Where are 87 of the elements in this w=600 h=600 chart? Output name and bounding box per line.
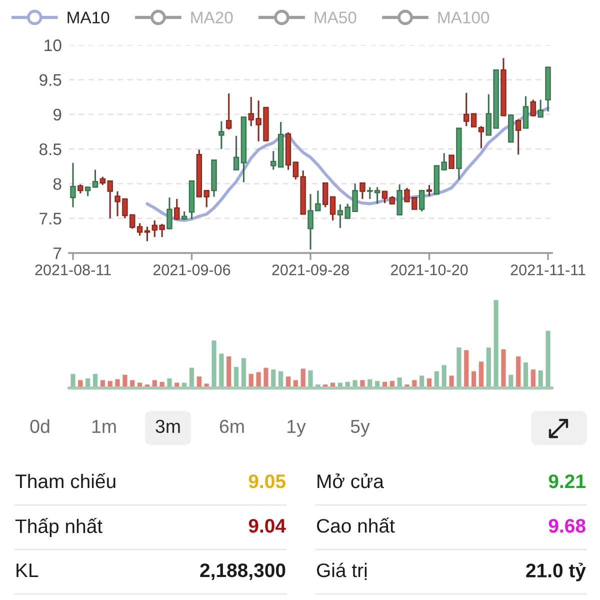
bar (530, 370, 536, 388)
x-tick-label: 2021-09-06 (153, 264, 230, 276)
y-tick-label: 9 (53, 108, 62, 121)
bar (494, 300, 498, 388)
candlestick (426, 184, 432, 197)
y-tick-label: 8.5 (40, 143, 62, 156)
candlestick (92, 169, 98, 188)
candlestick (337, 204, 344, 229)
bar (456, 348, 462, 388)
text: KL (16, 564, 38, 578)
bar (308, 370, 313, 388)
candlestick (174, 198, 180, 220)
bar (271, 370, 276, 388)
candlestick (538, 99, 544, 118)
bar (449, 376, 454, 388)
candlestick (360, 182, 366, 200)
text: 9.68 (548, 518, 586, 533)
bar (516, 356, 521, 388)
bar (264, 368, 268, 388)
text: 9.21 (548, 474, 586, 488)
candlestick (464, 92, 470, 127)
bar (70, 374, 76, 388)
legend-label: MA100 (438, 12, 490, 24)
x-tick-label: 2021-10-20 (390, 264, 468, 276)
text: 2,188,300 (200, 563, 286, 580)
bar (523, 362, 528, 388)
candlestick (478, 125, 484, 150)
text: 0d (30, 419, 50, 434)
bar (486, 348, 491, 388)
bar (546, 330, 550, 388)
candlestick (382, 190, 388, 204)
x-tick-label: 2021-09-28 (272, 264, 349, 276)
candlestick (322, 182, 328, 208)
text: 1m (92, 420, 116, 433)
legend-label: MA50 (314, 12, 356, 24)
text: Thấp nhất (15, 518, 102, 537)
candlestick (136, 222, 143, 236)
text: 1y (288, 420, 306, 437)
y-tick-label: 8 (53, 178, 62, 190)
text: Giá trị (316, 562, 367, 580)
y-tick-label: 10 (44, 39, 62, 52)
candlestick (218, 120, 224, 150)
candlestick (470, 113, 477, 128)
legend-label: MA20 (191, 12, 233, 24)
candlestick (515, 118, 522, 156)
bar (234, 366, 239, 388)
candlestick (270, 150, 276, 171)
candlestick (418, 189, 425, 212)
y-tick-label: 7 (54, 248, 62, 260)
bar (501, 349, 506, 388)
candlestick (330, 196, 336, 222)
text: Mở cửa (318, 473, 384, 488)
y-tick-label: 7.5 (40, 212, 62, 225)
text: 6m (220, 420, 244, 434)
candlestick (78, 184, 84, 194)
bar (115, 379, 120, 388)
candlestick (233, 135, 240, 171)
bar (256, 372, 261, 388)
text: 21.0 tỷ (526, 562, 586, 582)
candlestick (374, 186, 380, 205)
candlestick (530, 99, 536, 118)
candlestick (367, 186, 373, 200)
bar (464, 350, 469, 388)
text: 3m (156, 420, 180, 434)
bar (167, 378, 172, 388)
candlestick (226, 92, 232, 130)
bar (212, 340, 216, 388)
bar (442, 365, 446, 388)
bar (219, 354, 224, 388)
bar (478, 362, 484, 388)
candlestick (448, 154, 454, 169)
bar (241, 358, 246, 388)
x-tick-label: 2021-11-11 (510, 264, 586, 276)
bar (226, 356, 232, 388)
text: 9.04 (248, 518, 286, 533)
text: Tham chiếu (15, 473, 116, 488)
legend-label: MA10 (68, 12, 110, 24)
y-tick-label: 9.5 (40, 74, 62, 86)
text: Cao nhất (316, 518, 395, 533)
bar (300, 368, 306, 388)
x-tick-label: 2021-08-11 (35, 264, 111, 276)
text: 5y (350, 420, 370, 437)
candlestick (522, 96, 529, 129)
candlestick (70, 162, 76, 208)
candlestick (166, 196, 172, 230)
candlestick (144, 226, 150, 242)
text: 9.05 (248, 474, 286, 488)
